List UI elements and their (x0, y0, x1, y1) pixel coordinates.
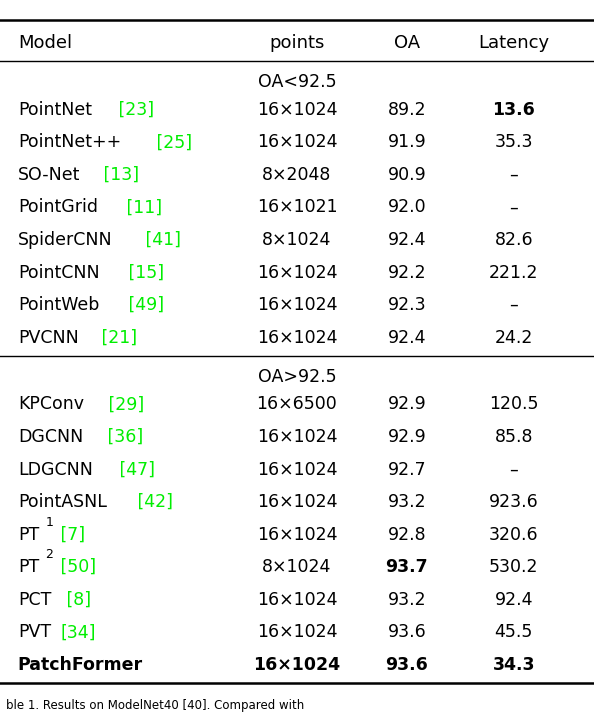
Text: 24.2: 24.2 (495, 329, 533, 347)
Text: 93.6: 93.6 (387, 623, 426, 641)
Text: 8×1024: 8×1024 (263, 558, 331, 576)
Text: 16×1024: 16×1024 (257, 428, 337, 446)
Text: PointASNL: PointASNL (18, 493, 107, 511)
Text: PointCNN: PointCNN (18, 264, 99, 282)
Text: [36]: [36] (102, 428, 143, 446)
Text: SO-Net: SO-Net (18, 166, 80, 184)
Text: OA: OA (394, 34, 420, 52)
Text: 16×1024: 16×1024 (257, 526, 337, 544)
Text: 2: 2 (45, 548, 53, 561)
Text: Model: Model (18, 34, 72, 52)
Text: –: – (510, 199, 518, 217)
Text: OA<92.5: OA<92.5 (258, 73, 336, 91)
Text: 16×1024: 16×1024 (257, 296, 337, 314)
Text: [23]: [23] (113, 101, 154, 118)
Text: 16×1024: 16×1024 (257, 493, 337, 511)
Text: 92.8: 92.8 (387, 526, 426, 544)
Text: 8×2048: 8×2048 (263, 166, 331, 184)
Text: 93.2: 93.2 (387, 591, 426, 609)
Text: [13]: [13] (98, 166, 140, 184)
Text: PointNet++: PointNet++ (18, 134, 121, 152)
Text: 82.6: 82.6 (494, 231, 533, 249)
Text: 16×1024: 16×1024 (257, 264, 337, 282)
Text: [49]: [49] (123, 296, 164, 314)
Text: 92.4: 92.4 (388, 231, 426, 249)
Text: PointGrid: PointGrid (18, 199, 98, 217)
Text: [21]: [21] (96, 329, 137, 347)
Text: 93.7: 93.7 (386, 558, 428, 576)
Text: 34.3: 34.3 (492, 656, 535, 674)
Text: 16×6500: 16×6500 (257, 396, 337, 414)
Text: 92.0: 92.0 (387, 199, 426, 217)
Text: 16×1021: 16×1021 (257, 199, 337, 217)
Text: 92.4: 92.4 (388, 329, 426, 347)
Text: 92.3: 92.3 (387, 296, 426, 314)
Text: 90.9: 90.9 (387, 166, 426, 184)
Text: ble 1. Results on ModelNet40 [40]. Compared with: ble 1. Results on ModelNet40 [40]. Compa… (6, 699, 304, 712)
Text: PVCNN: PVCNN (18, 329, 78, 347)
Text: PointNet: PointNet (18, 101, 92, 118)
Text: –: – (510, 461, 518, 479)
Text: [42]: [42] (132, 493, 173, 511)
Text: 92.9: 92.9 (387, 428, 426, 446)
Text: 16×1024: 16×1024 (254, 656, 340, 674)
Text: PT: PT (18, 526, 39, 544)
Text: PointWeb: PointWeb (18, 296, 99, 314)
Text: 16×1024: 16×1024 (257, 623, 337, 641)
Text: 93.2: 93.2 (387, 493, 426, 511)
Text: [34]: [34] (61, 623, 96, 641)
Text: 93.6: 93.6 (386, 656, 428, 674)
Text: 85.8: 85.8 (495, 428, 533, 446)
Text: DGCNN: DGCNN (18, 428, 83, 446)
Text: 1: 1 (45, 516, 53, 529)
Text: PT: PT (18, 558, 39, 576)
Text: 16×1024: 16×1024 (257, 329, 337, 347)
Text: 120.5: 120.5 (489, 396, 539, 414)
Text: 16×1024: 16×1024 (257, 461, 337, 479)
Text: [25]: [25] (151, 134, 192, 152)
Text: [50]: [50] (55, 558, 97, 576)
Text: 8×1024: 8×1024 (263, 231, 331, 249)
Text: [29]: [29] (103, 396, 144, 414)
Text: 530.2: 530.2 (489, 558, 539, 576)
Text: 923.6: 923.6 (489, 493, 539, 511)
Text: PVT: PVT (18, 623, 51, 641)
Text: OA>92.5: OA>92.5 (258, 367, 336, 386)
Text: 92.2: 92.2 (387, 264, 426, 282)
Text: 13.6: 13.6 (492, 101, 535, 118)
Text: [8]: [8] (61, 591, 91, 609)
Text: 91.9: 91.9 (387, 134, 426, 152)
Text: 89.2: 89.2 (387, 101, 426, 118)
Text: 92.7: 92.7 (387, 461, 426, 479)
Text: 16×1024: 16×1024 (257, 101, 337, 118)
Text: [15]: [15] (123, 264, 165, 282)
Text: 35.3: 35.3 (495, 134, 533, 152)
Text: 92.9: 92.9 (387, 396, 426, 414)
Text: 221.2: 221.2 (489, 264, 539, 282)
Text: points: points (269, 34, 325, 52)
Text: [41]: [41] (140, 231, 181, 249)
Text: 92.4: 92.4 (495, 591, 533, 609)
Text: 16×1024: 16×1024 (257, 134, 337, 152)
Text: [7]: [7] (55, 526, 86, 544)
Text: 16×1024: 16×1024 (257, 591, 337, 609)
Text: [11]: [11] (121, 199, 162, 217)
Text: –: – (510, 166, 518, 184)
Text: PatchFormer: PatchFormer (18, 656, 143, 674)
Text: LDGCNN: LDGCNN (18, 461, 93, 479)
Text: PCT: PCT (18, 591, 51, 609)
Text: KPConv: KPConv (18, 396, 84, 414)
Text: –: – (510, 296, 518, 314)
Text: 45.5: 45.5 (495, 623, 533, 641)
Text: 320.6: 320.6 (489, 526, 539, 544)
Text: Latency: Latency (478, 34, 549, 52)
Text: SpiderCNN: SpiderCNN (18, 231, 112, 249)
Text: [47]: [47] (115, 461, 156, 479)
